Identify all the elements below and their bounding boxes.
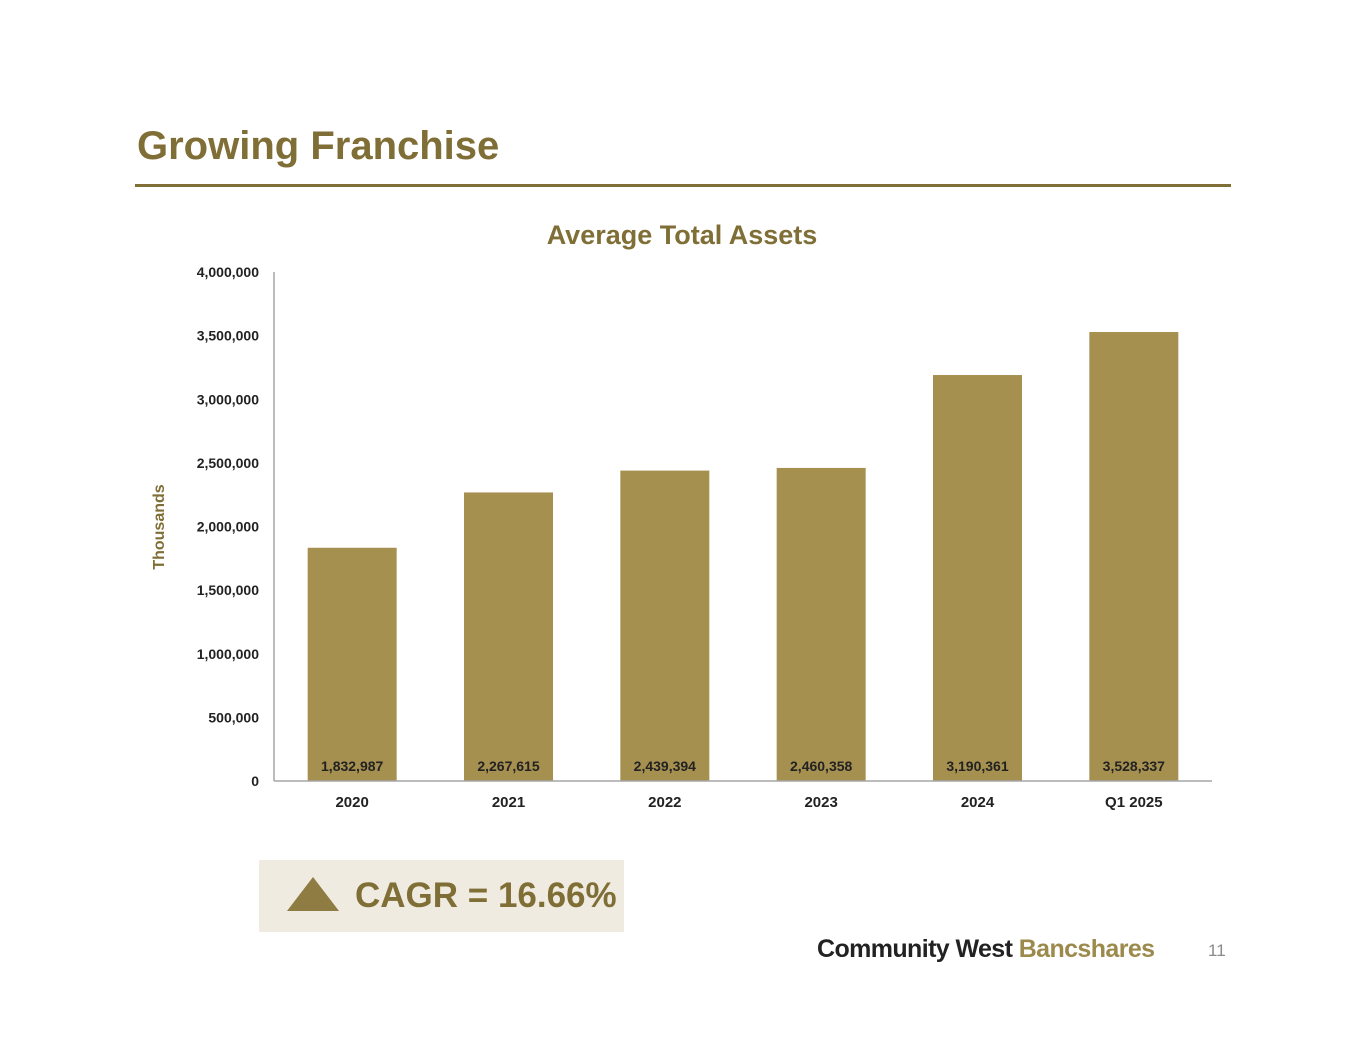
y-tick-label: 4,000,000: [197, 264, 259, 280]
bar-data-label: 1,832,987: [321, 758, 383, 774]
bar-data-label: 2,460,358: [790, 758, 852, 774]
y-tick-label: 0: [251, 773, 259, 789]
bar-data-label: 3,528,337: [1103, 758, 1165, 774]
bar: [307, 547, 397, 781]
y-tick-label: 2,500,000: [197, 455, 259, 471]
chart-title: Average Total Assets: [547, 220, 818, 250]
y-axis-ticks: 0 500,000 1,000,000 1,500,000 2,000,000 2,500…: [197, 264, 260, 789]
x-tick-label: 2023: [804, 794, 837, 811]
data-labels-group: 1,832,987 2,267,615 2,439,394 2,460,358 3,19…: [321, 758, 1165, 774]
up-triangle-icon: [287, 877, 339, 911]
bar: [1089, 332, 1179, 781]
company-logo: Community West Bancshares: [817, 933, 1155, 965]
bar-data-label: 3,190,361: [946, 758, 1008, 774]
bars-group: [307, 332, 1179, 781]
bar: [464, 492, 553, 781]
y-tick-label: 1,500,000: [197, 582, 259, 598]
logo-text-community-west: Community West: [817, 935, 1013, 963]
logo-text-bancshares: Bancshares: [1018, 935, 1155, 963]
page-number: 11: [1208, 941, 1226, 960]
y-tick-label: 500,000: [208, 709, 259, 725]
y-axis-label: Thousands: [151, 484, 168, 569]
bar-chart: Average Total Assets Thousands 0 500,000 1…: [151, 220, 1212, 811]
y-tick-label: 3,500,000: [197, 328, 259, 344]
x-tick-label: Q1 2025: [1105, 794, 1163, 811]
bar: [620, 470, 710, 781]
slide-title: Growing Franchise: [137, 124, 500, 168]
y-tick-label: 1,000,000: [197, 646, 259, 662]
x-tick-label: 2020: [335, 794, 368, 811]
bar-data-label: 2,439,394: [634, 758, 696, 774]
x-axis-ticks: 2020 2021 2022 2023 2024 Q1 2025: [335, 794, 1162, 811]
bar: [933, 375, 1022, 781]
y-tick-label: 2,000,000: [197, 519, 259, 535]
x-tick-label: 2021: [492, 794, 525, 811]
cagr-text: CAGR = 16.66%: [355, 876, 617, 915]
x-tick-label: 2024: [961, 794, 995, 811]
x-tick-label: 2022: [648, 794, 681, 811]
y-tick-label: 3,000,000: [197, 391, 259, 407]
title-divider: [135, 184, 1231, 187]
bar: [776, 467, 866, 781]
bar-data-label: 2,267,615: [477, 758, 539, 774]
